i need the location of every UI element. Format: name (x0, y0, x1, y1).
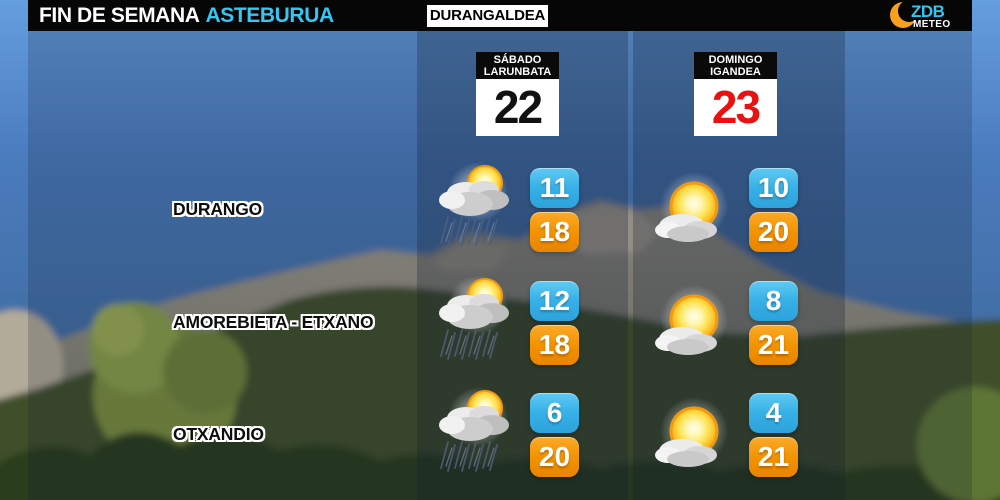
day-header-saturday: SÁBADO LARUNBATA 22 (476, 52, 559, 136)
max-temp-badge-otxandio-sunday: 21 (749, 437, 798, 477)
title-spanish: FIN DE SEMANA (39, 4, 200, 27)
min-temp-badge-otxandio-saturday: 6 (530, 393, 579, 433)
max-temp-badge-durango-saturday: 18 (530, 212, 579, 252)
min-temp-badge-durango-sunday: 10 (749, 168, 798, 208)
title-basque: ASTEBURUA (205, 4, 334, 27)
crescent-moon-icon (890, 1, 920, 28)
min-temp-badge-otxandio-sunday: 4 (749, 393, 798, 433)
region-badge: DURANGALDEA (427, 5, 548, 27)
min-temp-badge-amorebieta-sunday: 8 (749, 281, 798, 321)
max-temp-badge-durango-sunday: 20 (749, 212, 798, 252)
day-header-sunday: DOMINGO IGANDEA 23 (694, 52, 777, 136)
day-name-saturday: SÁBADO LARUNBATA (476, 52, 559, 79)
zdb-meteo-logo: ZDB METEO (890, 0, 972, 31)
sun-behind-cloud-icon (638, 391, 750, 483)
date-saturday: 22 (476, 79, 559, 136)
logo-sub-text: METEO (913, 19, 951, 30)
day-name-sunday: DOMINGO IGANDEA (694, 52, 777, 79)
location-label-durango: DURANGO (173, 199, 263, 219)
location-label-otxandio: OTXANDIO (173, 424, 264, 444)
min-temp-badge-durango-saturday: 11 (530, 168, 579, 208)
min-temp-badge-amorebieta-saturday: 12 (530, 281, 579, 321)
sun-rain-showers-icon (424, 382, 532, 482)
max-temp-badge-otxandio-saturday: 20 (530, 437, 579, 477)
sun-rain-showers-icon (424, 157, 532, 257)
date-sunday: 23 (694, 79, 777, 136)
page-title: FIN DE SEMANA ASTEBURUA (39, 0, 334, 31)
logo-brand-text: ZDB (911, 2, 945, 21)
sun-behind-cloud-icon (638, 166, 750, 258)
location-label-amorebieta-etxano: AMOREBIETA - ETXANO (173, 312, 374, 332)
sun-behind-cloud-icon (638, 279, 750, 371)
max-temp-badge-amorebieta-saturday: 18 (530, 325, 579, 365)
max-temp-badge-amorebieta-sunday: 21 (749, 325, 798, 365)
header-bar: FIN DE SEMANA ASTEBURUA DURANGALDEA ZDB M… (28, 0, 972, 31)
sun-rain-showers-icon (424, 270, 532, 370)
